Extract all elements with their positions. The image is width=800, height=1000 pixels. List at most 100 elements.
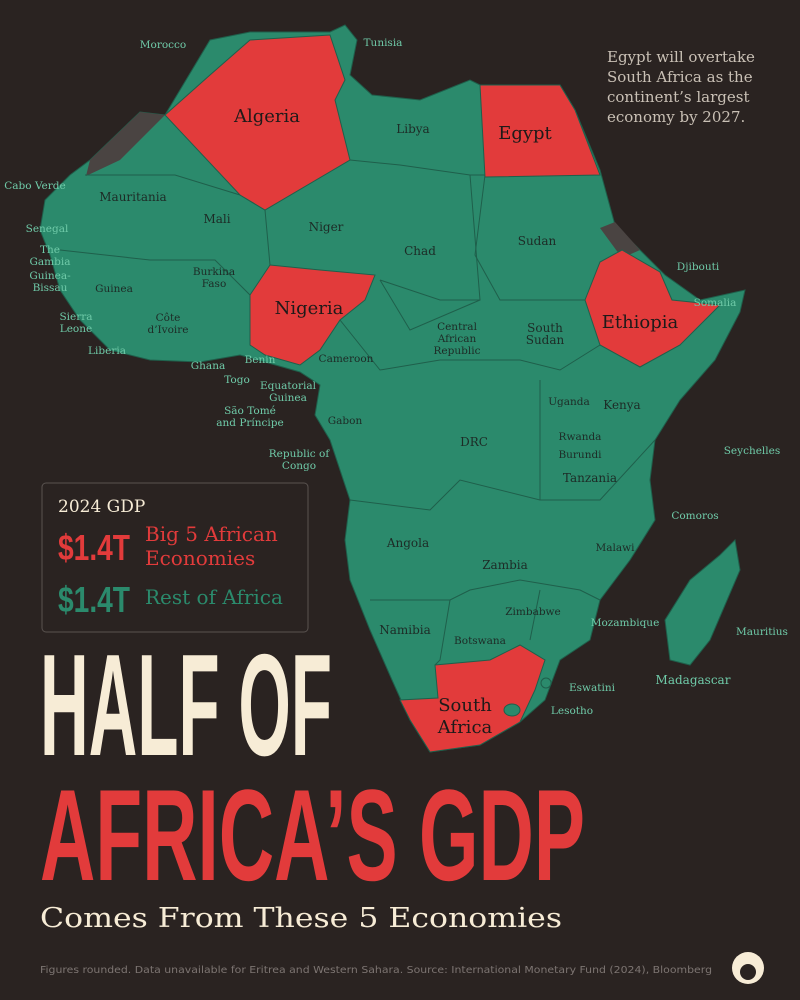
border — [379, 279, 481, 331]
country-label-line: Bissau — [33, 282, 68, 294]
country-label-line: Congo — [282, 460, 316, 472]
border — [59, 249, 251, 296]
country-label-line: Niger — [309, 220, 344, 234]
country-label-line: Angola — [386, 536, 429, 550]
country-label: Mauritius — [736, 626, 788, 638]
country-label-line: Gambia — [30, 256, 71, 268]
country-label: Nigeria — [275, 298, 344, 319]
country-label-line: Libya — [396, 122, 429, 136]
legend-label: Rest of Africa — [145, 585, 283, 609]
country-label-line: Rwanda — [559, 431, 602, 443]
country-label: Zambia — [482, 558, 528, 572]
country-label-line: Cameroon — [319, 353, 374, 365]
country-label: Djibouti — [677, 261, 720, 273]
logo — [732, 952, 764, 984]
country-label: Burundi — [558, 449, 602, 461]
country-label: Côte d’Ivoire — [147, 312, 188, 336]
legend-value: $1.4T — [58, 579, 130, 620]
eswatini — [540, 677, 552, 689]
country-label: Botswana — [454, 635, 506, 647]
country-label: Comoros — [671, 510, 718, 522]
country-label: Libya — [396, 122, 429, 136]
country-label: Angola — [386, 536, 429, 550]
country-label: Morocco — [140, 39, 187, 51]
country-label-line: Central — [437, 321, 478, 333]
country-label-line: Kenya — [603, 398, 640, 412]
algeria — [164, 34, 351, 211]
country-label-line: Comoros — [671, 510, 718, 522]
note-line: continent’s largest — [607, 88, 750, 106]
country-label-line: Madagascar — [656, 673, 731, 687]
country-label-line: Guinea- — [29, 270, 71, 282]
country-label-line: Sierra — [59, 311, 92, 323]
country-label-line: and Príncipe — [216, 417, 283, 429]
country-label-line: Equatorial — [260, 380, 317, 392]
country-label-line: Egypt — [498, 123, 552, 144]
country-label: Eswatini — [569, 682, 616, 694]
map — [39, 24, 746, 753]
country-label-line: Guinea — [95, 283, 133, 295]
country-label-line: Djibouti — [677, 261, 720, 273]
note: Egypt will overtake South Africa as the … — [607, 48, 755, 126]
country-label-line: Malawi — [596, 542, 636, 554]
country-label-line: Mozambique — [591, 617, 660, 629]
country-label-line: Burkina — [193, 266, 235, 278]
source: Figures rounded. Data unavailable for Er… — [40, 965, 712, 976]
ethiopia — [584, 249, 722, 368]
country-label: Niger — [309, 220, 344, 234]
country-label: Somalia — [694, 297, 737, 309]
country-label-line: Chad — [404, 244, 436, 258]
legend-title: 2024 GDP — [58, 497, 145, 517]
country-label-line: Togo — [224, 374, 250, 386]
country-label: Mauritania — [99, 190, 166, 204]
border — [529, 589, 541, 641]
country-label-line: African — [437, 333, 477, 345]
country-label: Equatorial Guinea — [260, 380, 317, 404]
country-label-line: Tanzania — [563, 471, 617, 485]
country-label: The Gambia — [30, 244, 71, 268]
legend-label: Economies — [145, 546, 255, 570]
country-label-line: Tunisia — [364, 37, 403, 49]
note-line: Egypt will overtake — [607, 48, 755, 66]
country-label-line: Republic of — [269, 448, 331, 460]
country-label: Tunisia — [364, 37, 403, 49]
country-label: Benin — [245, 354, 276, 366]
country-label: Cameroon — [319, 353, 374, 365]
subtitle: Comes From These 5 Economies — [40, 903, 562, 934]
country-label: Namibia — [379, 623, 431, 637]
country-label-line: Senegal — [26, 223, 69, 235]
africa — [39, 24, 746, 753]
legend-label: Big 5 African — [145, 522, 278, 546]
country-label: Kenya — [603, 398, 640, 412]
country-label: Togo — [224, 374, 250, 386]
country-label-line: Somalia — [694, 297, 737, 309]
country-labels: Morocco Tunisia Algeria Libya Egypt Mauritani… — [4, 37, 788, 738]
south-africa — [399, 644, 546, 753]
egypt — [479, 84, 601, 178]
country-label-line: Seychelles — [724, 445, 781, 457]
country-label: Tanzania — [563, 471, 617, 485]
country-label-line: Liberia — [88, 345, 126, 357]
country-label-line: Algeria — [233, 106, 300, 127]
country-label-line: Namibia — [379, 623, 431, 637]
country-label: South Sudan — [526, 321, 565, 347]
country-label: Chad — [404, 244, 436, 258]
note-line: South Africa as the — [607, 68, 753, 86]
lesotho — [503, 703, 521, 717]
headline-line: HALF OF — [40, 624, 332, 786]
nigeria — [249, 264, 376, 366]
country-label: Central African Republic — [434, 321, 481, 357]
logo-mark — [740, 964, 756, 980]
country-label-line: Ghana — [191, 360, 225, 372]
country-label: Mozambique — [591, 617, 660, 629]
country-label-line: Guinea — [269, 392, 307, 404]
country-label: DRC — [460, 435, 488, 449]
border — [370, 579, 601, 601]
country-label: Burkina Faso — [193, 266, 235, 290]
country-label-line: Gabon — [328, 415, 363, 427]
headline-line: AFRICA’S GDP — [40, 762, 585, 908]
country-label: Zimbabwe — [505, 606, 561, 618]
country-label-line: South — [527, 321, 563, 335]
